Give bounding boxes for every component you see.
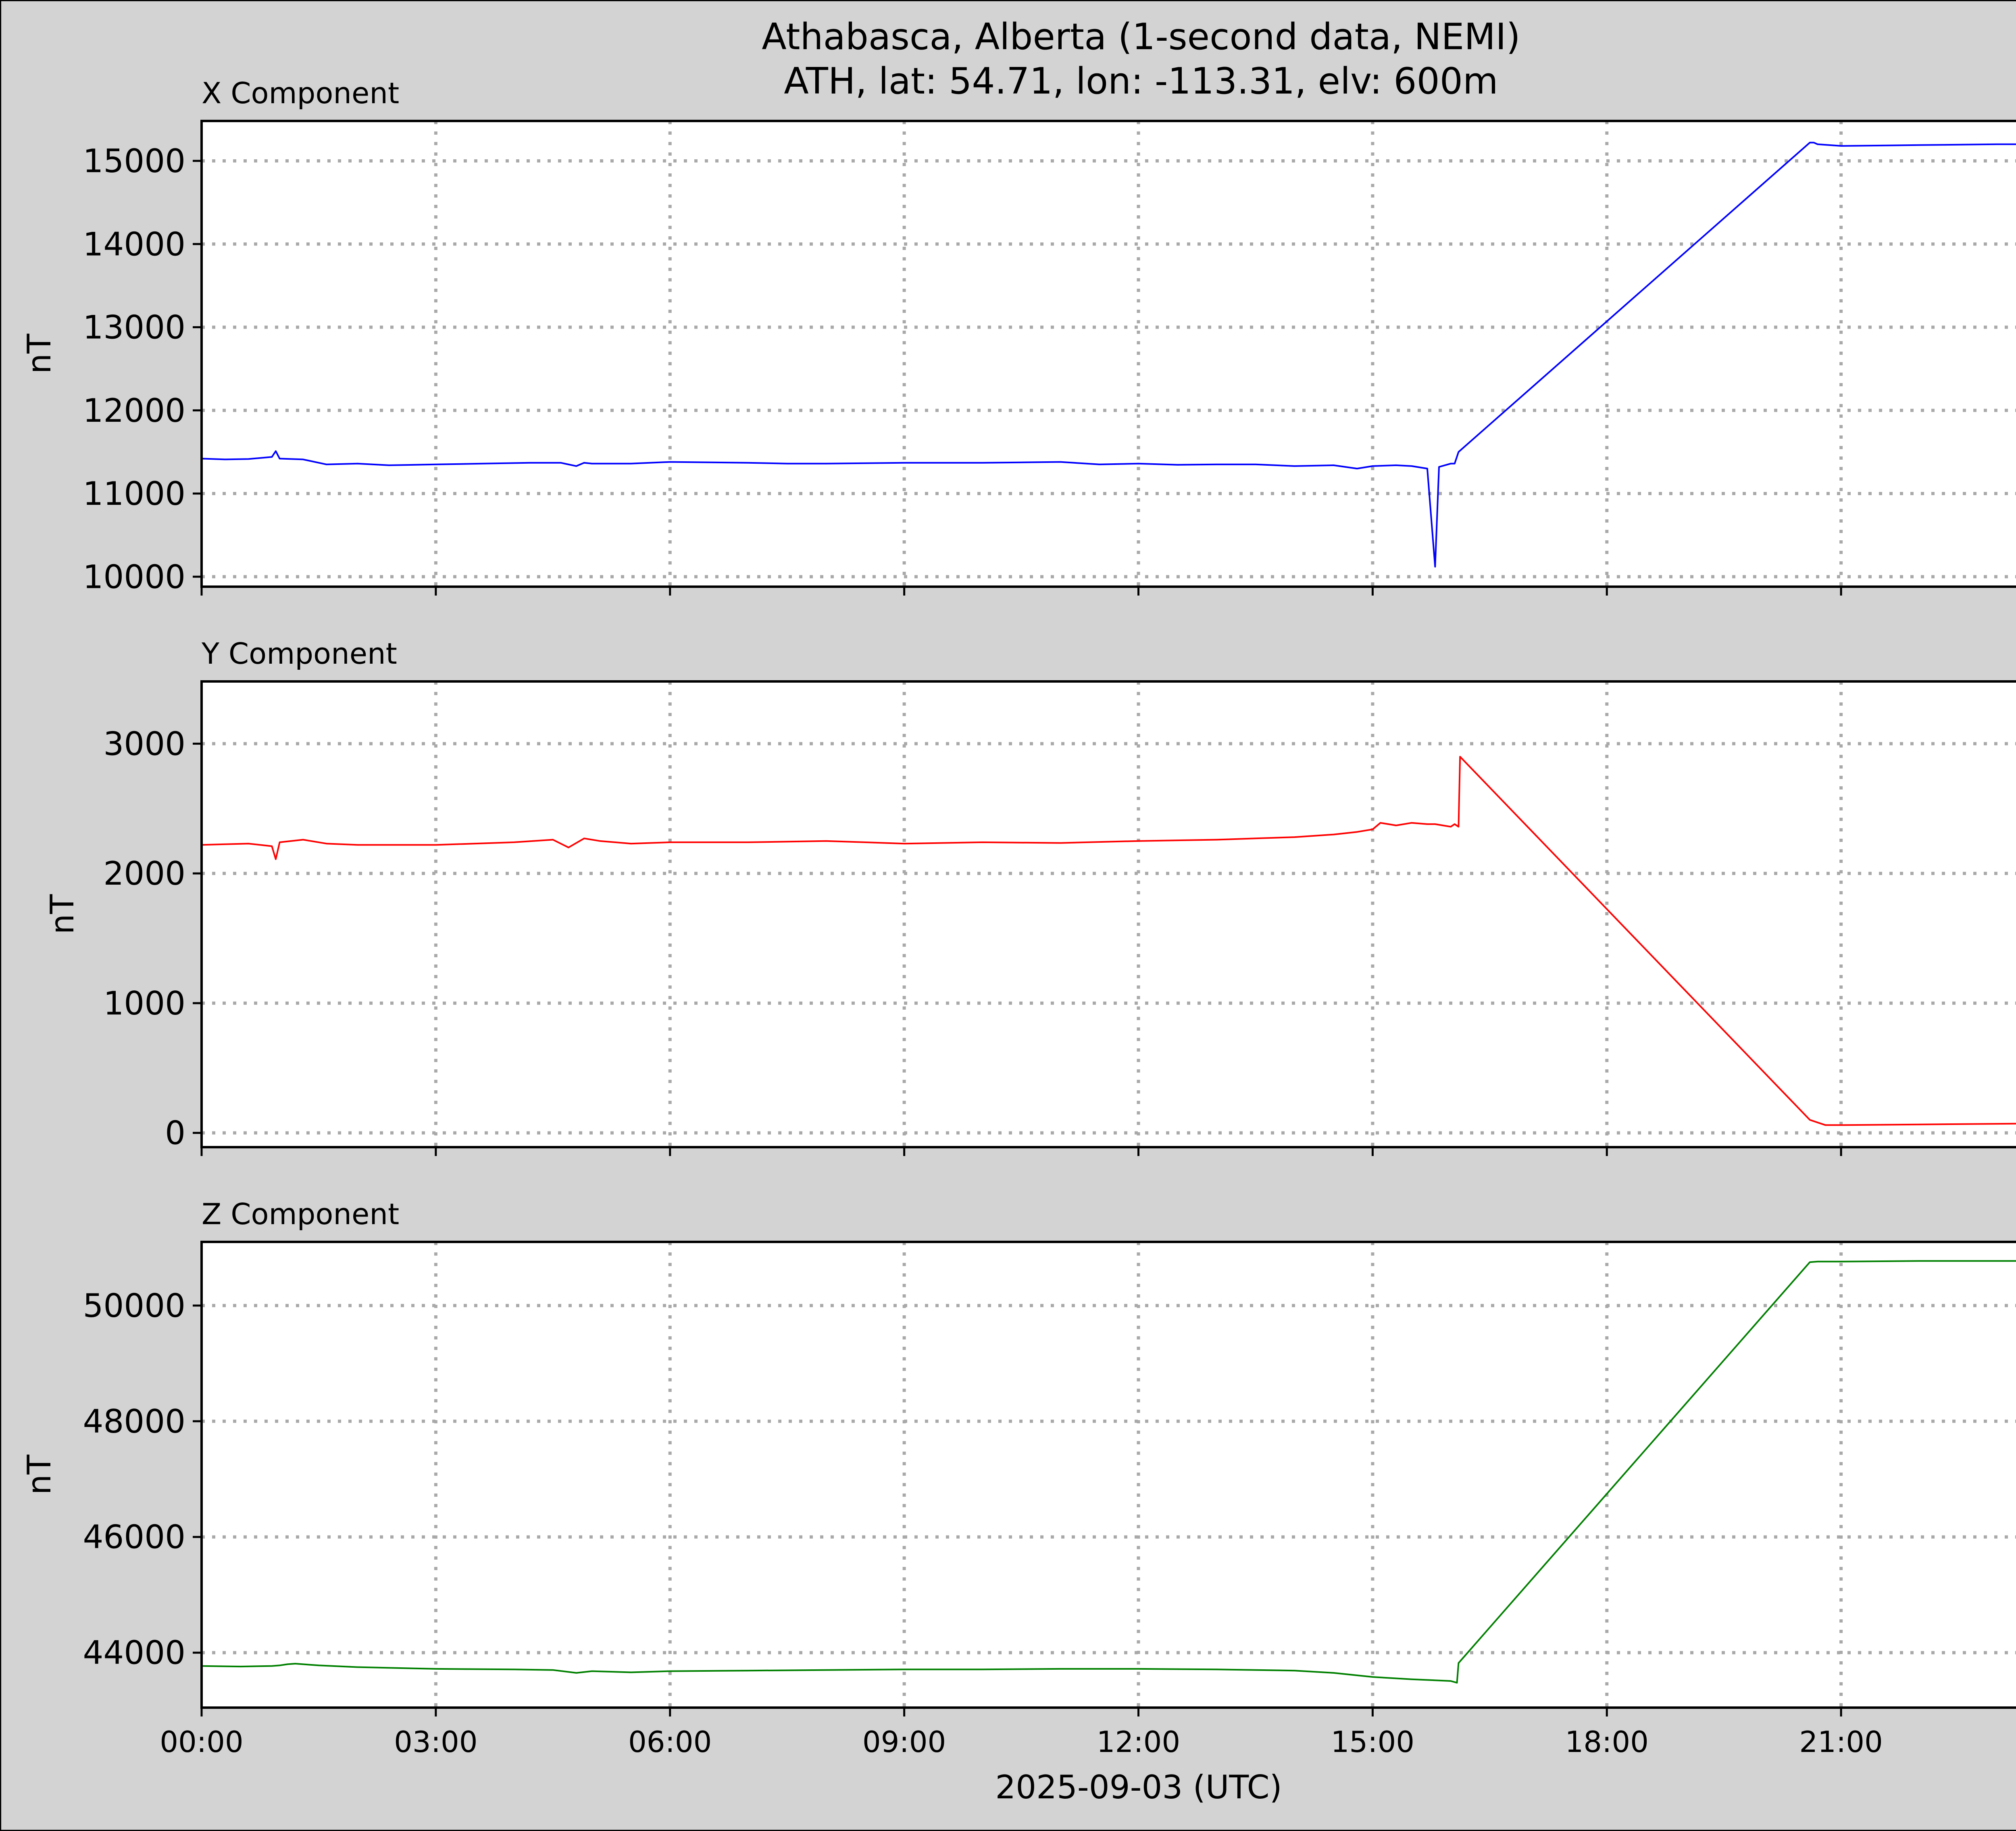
x-tick-label: 03:00 (394, 1725, 478, 1759)
x-component-y-tick-label: 11000 (83, 475, 186, 512)
x-tick-label: 21:00 (1799, 1725, 1883, 1759)
x-tick-label: 15:00 (1331, 1725, 1415, 1759)
y-component-title: Y Component (201, 637, 397, 671)
x-component-y-tick-label: 14000 (83, 225, 186, 263)
x-component-y-tick-label: 13000 (83, 309, 186, 346)
z-component-panel: 44000 46000 48000 50000 Z Component nT 00:00 03… (21, 1197, 2016, 1759)
y-component-plot-area (202, 681, 2016, 1147)
x-component-y-axis-label: nT (21, 333, 58, 374)
y-component-y-tick-label: 1000 (103, 985, 185, 1022)
x-tick-label: 00:00 (160, 1725, 244, 1759)
y-component-y-tick-label: 3000 (103, 725, 185, 762)
x-component-y-tick-label: 10000 (83, 558, 186, 596)
y-component-y-axis-label: nT (44, 894, 81, 935)
y-component-plot-frame (200, 680, 2016, 1148)
z-component-y-tick-label: 48000 (83, 1403, 186, 1440)
y-component-y-tick-label: 0 (165, 1114, 185, 1152)
z-component-y-tick-label: 50000 (83, 1287, 186, 1325)
figure-title-line1: Athabasca, Alberta (1-second data, NEMI) (762, 16, 1520, 58)
x-tick-label: 06:00 (628, 1725, 712, 1759)
z-component-title: Z Component (202, 1197, 399, 1231)
figure-title-line2: ATH, lat: 54.71, lon: -113.31, elv: 600m (784, 60, 1498, 102)
x-tick-label: 12:00 (1097, 1725, 1181, 1759)
x-component-series-line (201, 142, 2016, 568)
x-component-plot-area (202, 121, 2016, 587)
y-component-series-line (201, 756, 2016, 1126)
z-component-series-line (201, 1260, 2016, 1684)
x-axis-label: 2025-09-03 (UTC) (995, 1769, 1282, 1806)
x-component-panel: 10000 11000 12000 13000 14000 15000 X Componen… (21, 76, 2016, 596)
y-component-y-tick-label: 2000 (103, 855, 185, 892)
z-component-plot-area (202, 1242, 2016, 1708)
z-component-y-tick-label: 46000 (83, 1519, 186, 1556)
z-component-plot-frame (200, 1241, 2016, 1709)
x-component-y-tick-label: 15000 (83, 142, 186, 180)
z-component-y-axis-label: nT (21, 1454, 58, 1495)
x-tick-label: 18:00 (1565, 1725, 1649, 1759)
x-component-plot-frame (200, 120, 2016, 588)
x-component-title: X Component (202, 76, 399, 110)
y-component-panel: 0 1000 2000 3000 Y Component nT (44, 637, 2016, 1156)
z-component-y-tick-label: 44000 (83, 1634, 186, 1672)
x-component-y-tick-label: 12000 (83, 392, 186, 429)
x-tick-label: 09:00 (862, 1725, 946, 1759)
